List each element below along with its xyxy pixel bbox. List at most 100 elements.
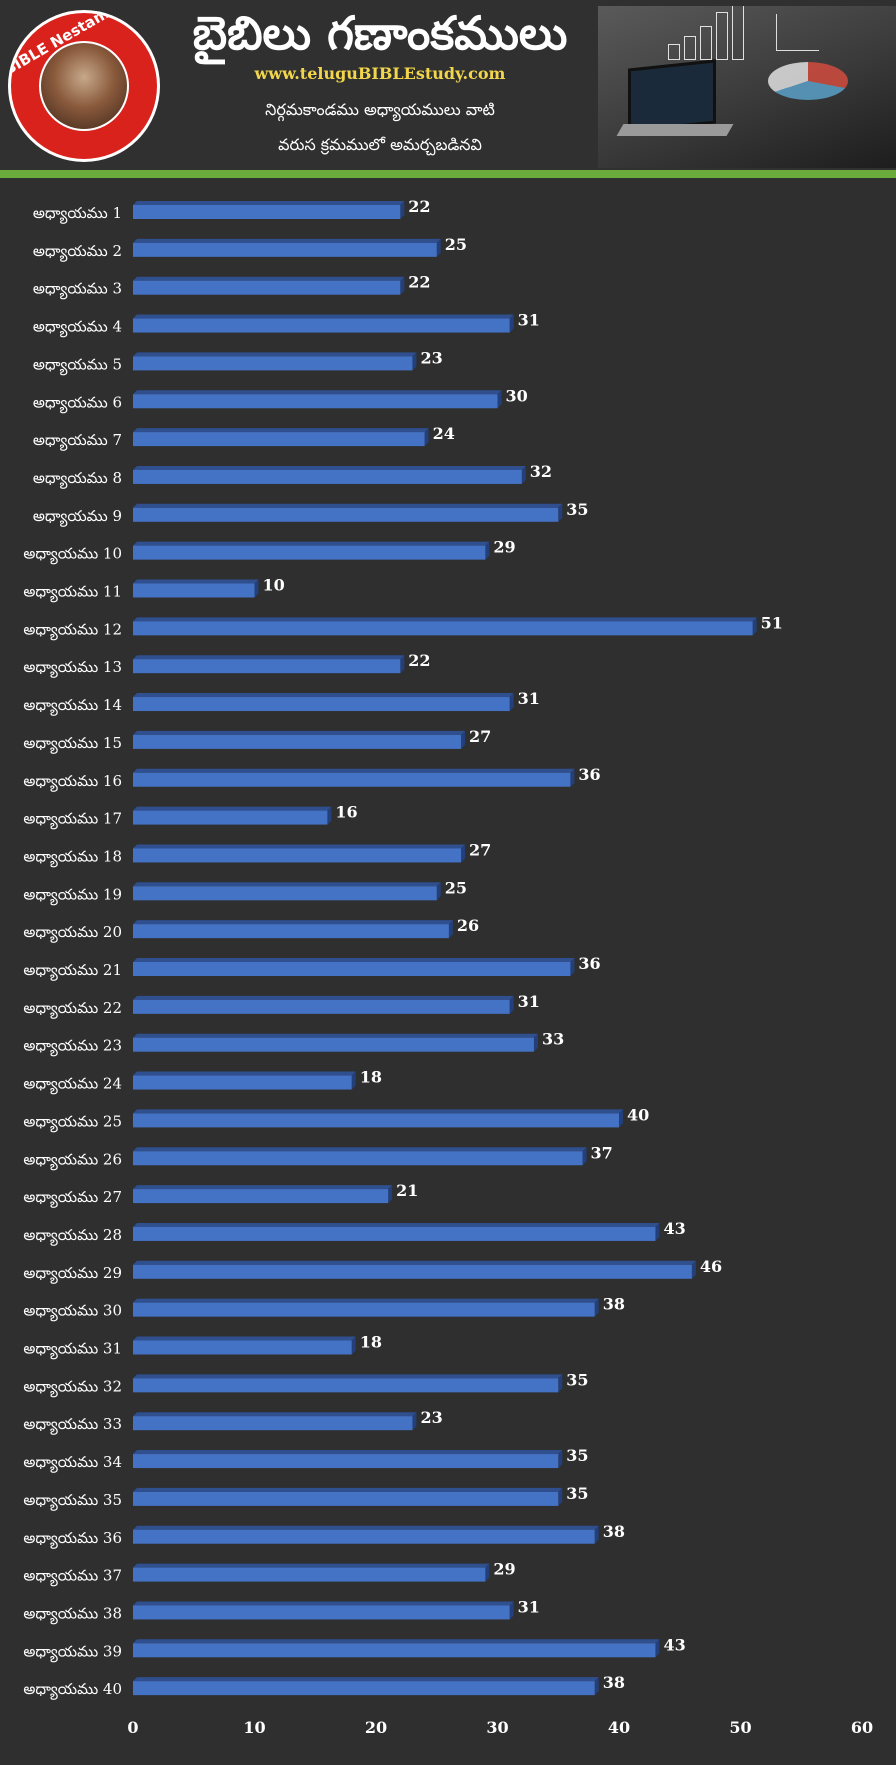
- bar-top-face: [133, 1260, 696, 1265]
- category-label: అధ్యాయము 32: [23, 1377, 122, 1397]
- bar-top-face: [133, 1222, 660, 1227]
- bar-top-face: [133, 1033, 538, 1038]
- bar-side-face: [254, 579, 259, 598]
- bar: [133, 242, 437, 257]
- bar: [133, 1037, 534, 1052]
- bar-side-face: [509, 1601, 514, 1620]
- category-label: అధ్యాయము 28: [23, 1226, 122, 1246]
- data-label: 30: [506, 386, 528, 405]
- data-label: 29: [493, 1560, 515, 1579]
- category-label: అధ్యాయము 31: [23, 1340, 122, 1360]
- bar-side-face: [485, 541, 490, 560]
- bar-top-face: [133, 1412, 417, 1417]
- bar-top-face: [133, 428, 429, 433]
- data-label: 25: [445, 878, 467, 897]
- bar-top-face: [133, 1374, 563, 1379]
- category-label: అధ్యాయము 12: [23, 620, 122, 640]
- x-tick-label: 40: [608, 1718, 630, 1737]
- data-label: 23: [420, 1408, 442, 1427]
- category-label: అధ్యాయము 39: [23, 1642, 122, 1662]
- bar: [133, 1643, 656, 1658]
- data-label: 18: [360, 1333, 382, 1352]
- bar: [133, 659, 401, 674]
- sketch-pie-graphic: [768, 62, 848, 100]
- bar-top-face: [133, 1450, 563, 1455]
- data-label: 10: [263, 576, 285, 595]
- bar: [133, 318, 510, 333]
- data-label: 25: [445, 235, 467, 254]
- sketch-bar-graphic: [684, 36, 696, 60]
- bar-side-face: [594, 1298, 599, 1317]
- bar: [133, 1302, 595, 1317]
- bar-side-face: [351, 1336, 356, 1355]
- bar: [133, 1075, 352, 1090]
- bar-side-face: [570, 768, 575, 787]
- category-label: అధ్యాయము 7: [33, 431, 122, 451]
- bar: [133, 1681, 595, 1696]
- category-label: అధ్యాయము 18: [23, 847, 122, 867]
- category-label: అధ్యాయము 4: [33, 318, 122, 338]
- bar-top-face: [133, 314, 514, 319]
- bar-top-face: [133, 1185, 393, 1190]
- sketch-bar-graphic: [716, 12, 728, 60]
- bar-side-face: [691, 1260, 696, 1279]
- bar-top-face: [133, 1525, 599, 1530]
- laptop-screen-graphic: [628, 59, 716, 133]
- data-label: 26: [457, 916, 479, 935]
- bible-nestam-logo[interactable]: BIBLE Nestam: [8, 10, 160, 162]
- bar-top-face: [133, 1677, 599, 1682]
- bar-side-face: [752, 617, 757, 636]
- bar-side-face: [400, 276, 405, 295]
- bar-side-face: [655, 1222, 660, 1241]
- bar-side-face: [436, 882, 441, 901]
- bar-side-face: [388, 1185, 393, 1204]
- data-label: 38: [603, 1673, 625, 1692]
- bar-side-face: [558, 1450, 563, 1469]
- bar: [133, 1454, 559, 1469]
- category-label: అధ్యాయము 40: [23, 1680, 122, 1700]
- category-label: అధ్యాయము 30: [23, 1302, 122, 1322]
- category-label: అధ్యాయము 20: [23, 923, 122, 943]
- bar-top-face: [133, 579, 259, 584]
- sketch-bar-graphic: [668, 44, 680, 60]
- category-label: అధ్యాయము 35: [23, 1491, 122, 1511]
- data-label: 31: [518, 689, 540, 708]
- bar: [133, 1340, 352, 1355]
- category-label: అధ్యాయము 21: [23, 961, 122, 981]
- data-label: 40: [627, 1105, 649, 1124]
- bar-top-face: [133, 1639, 660, 1644]
- x-tick-label: 10: [243, 1718, 265, 1737]
- bar-top-face: [133, 844, 466, 849]
- bar-top-face: [133, 1147, 587, 1152]
- bar: [133, 394, 498, 409]
- data-label: 22: [408, 197, 430, 216]
- category-label: అధ్యాయము 2: [33, 242, 122, 262]
- sketch-line-chart-graphic: [776, 14, 819, 51]
- category-label: అధ్యాయము 15: [23, 734, 122, 754]
- data-label: 36: [578, 765, 600, 784]
- bar-side-face: [594, 1677, 599, 1696]
- bar-side-face: [400, 655, 405, 674]
- bar: [133, 507, 559, 522]
- category-label: అధ్యాయము 13: [23, 658, 122, 678]
- category-label: అధ్యాయము 25: [23, 1112, 122, 1132]
- bar: [133, 810, 328, 825]
- bar: [133, 1151, 583, 1166]
- bar-side-face: [485, 1563, 490, 1582]
- bar-side-face: [558, 503, 563, 522]
- bar-top-face: [133, 276, 405, 281]
- bar: [133, 621, 753, 636]
- bar-top-face: [133, 1601, 514, 1606]
- category-label: అధ్యాయము 19: [23, 885, 122, 905]
- bar-top-face: [133, 390, 502, 395]
- website-link[interactable]: www.teluguBIBLEstudy.com: [254, 64, 506, 83]
- data-label: 38: [603, 1522, 625, 1541]
- data-label: 29: [493, 538, 515, 557]
- data-label: 22: [408, 651, 430, 670]
- data-label: 43: [663, 1219, 685, 1238]
- x-tick-label: 60: [851, 1718, 873, 1737]
- bar: [133, 962, 571, 976]
- bar-side-face: [558, 1374, 563, 1393]
- bar: [133, 772, 571, 787]
- bar-side-face: [351, 1071, 356, 1090]
